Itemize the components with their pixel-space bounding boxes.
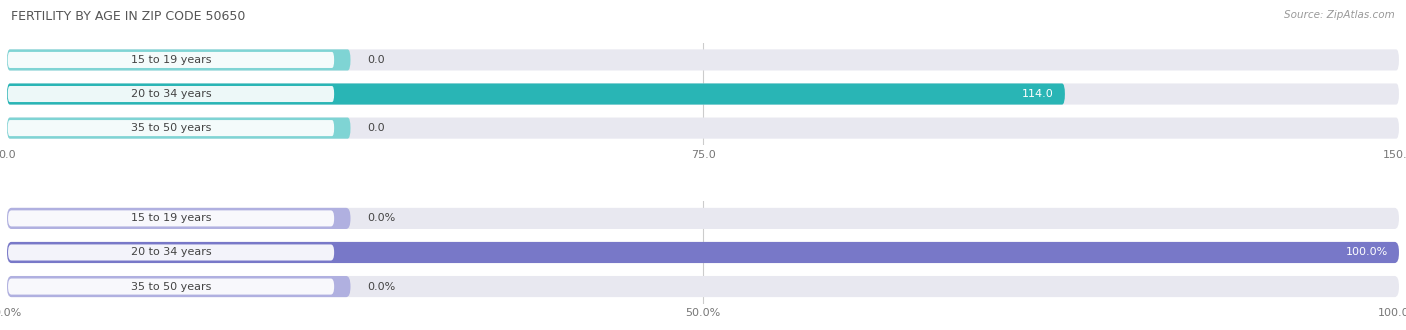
FancyBboxPatch shape (7, 117, 350, 139)
Text: 114.0: 114.0 (1022, 89, 1053, 99)
Text: 35 to 50 years: 35 to 50 years (131, 281, 211, 292)
FancyBboxPatch shape (7, 276, 1399, 297)
FancyBboxPatch shape (7, 117, 1399, 139)
Text: 100.0%: 100.0% (1346, 248, 1388, 257)
Text: 0.0: 0.0 (367, 123, 385, 133)
Text: 0.0%: 0.0% (367, 281, 395, 292)
FancyBboxPatch shape (7, 86, 335, 102)
FancyBboxPatch shape (7, 208, 350, 229)
Text: 20 to 34 years: 20 to 34 years (131, 248, 211, 257)
FancyBboxPatch shape (7, 242, 1399, 263)
FancyBboxPatch shape (7, 50, 1399, 71)
FancyBboxPatch shape (8, 245, 335, 260)
FancyBboxPatch shape (7, 208, 1399, 229)
Text: 35 to 50 years: 35 to 50 years (131, 123, 211, 133)
Text: FERTILITY BY AGE IN ZIP CODE 50650: FERTILITY BY AGE IN ZIP CODE 50650 (11, 10, 246, 23)
FancyBboxPatch shape (7, 242, 1399, 263)
FancyBboxPatch shape (7, 50, 350, 71)
Text: 0.0%: 0.0% (367, 214, 395, 223)
FancyBboxPatch shape (7, 83, 1399, 105)
FancyBboxPatch shape (7, 120, 335, 136)
Text: 0.0: 0.0 (367, 55, 385, 65)
Text: 15 to 19 years: 15 to 19 years (131, 214, 211, 223)
FancyBboxPatch shape (7, 52, 335, 68)
FancyBboxPatch shape (8, 211, 335, 226)
Text: Source: ZipAtlas.com: Source: ZipAtlas.com (1284, 10, 1395, 20)
FancyBboxPatch shape (8, 279, 335, 295)
FancyBboxPatch shape (7, 83, 1064, 105)
Text: 20 to 34 years: 20 to 34 years (131, 89, 211, 99)
FancyBboxPatch shape (7, 276, 350, 297)
Text: 15 to 19 years: 15 to 19 years (131, 55, 211, 65)
